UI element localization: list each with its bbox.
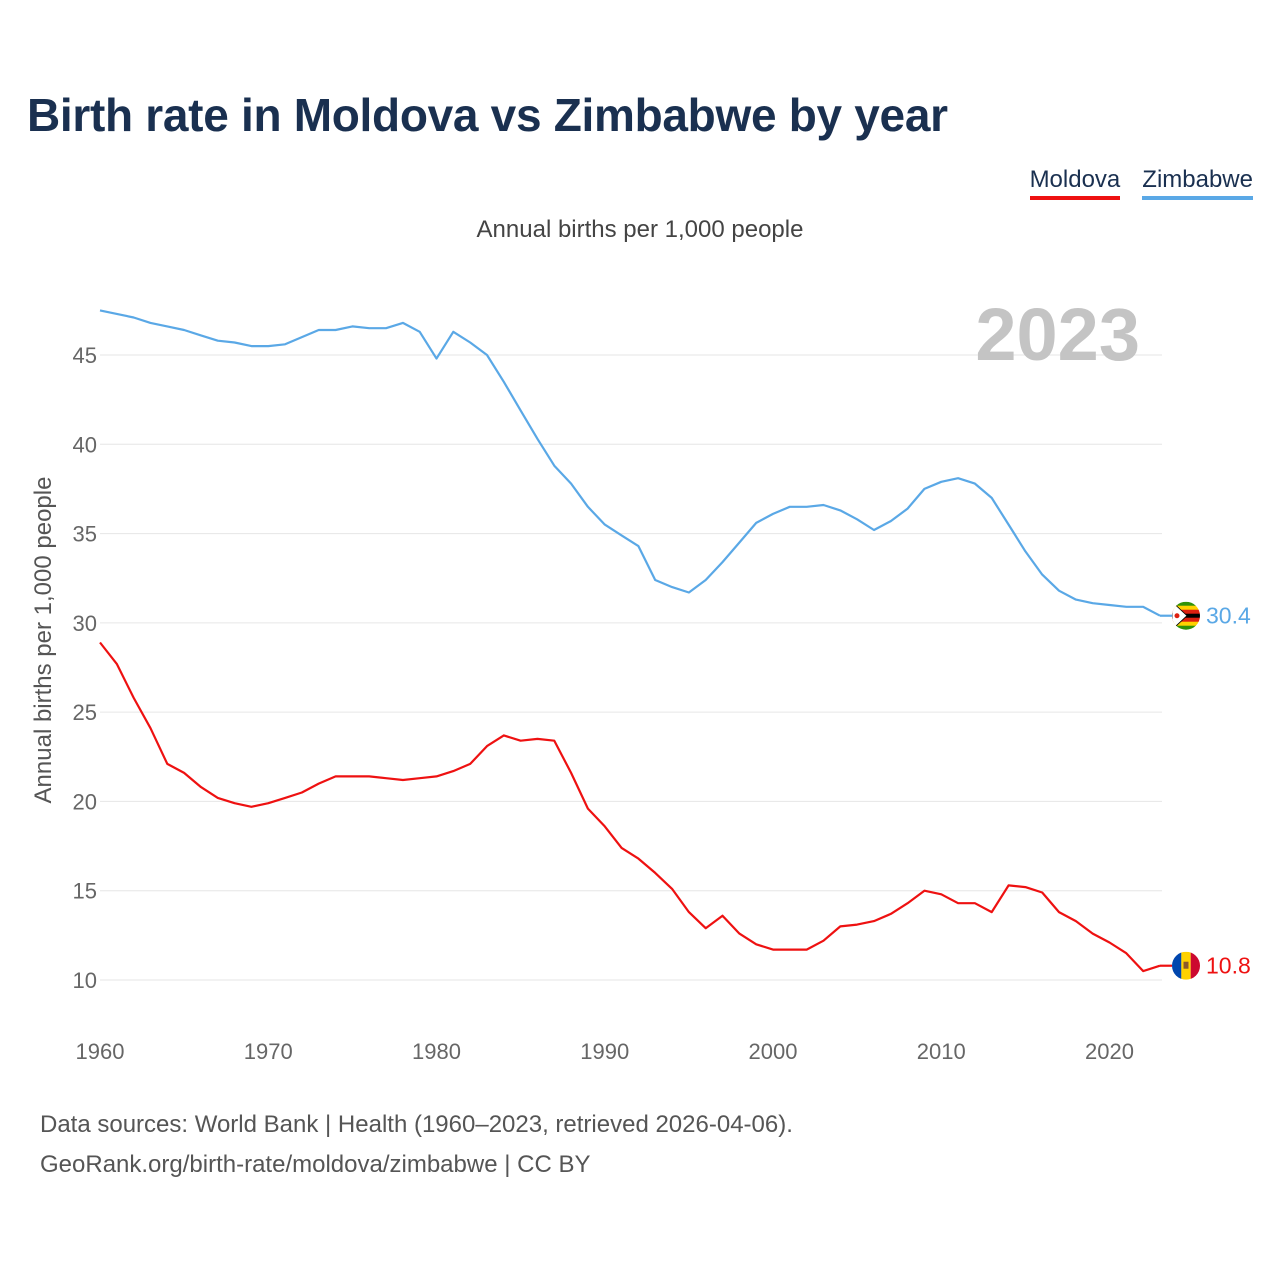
x-tick-label: 1990 [580,1039,629,1064]
year-watermark: 2023 [975,293,1140,376]
y-tick-label: 10 [73,968,97,993]
y-tick-label: 20 [73,789,97,814]
legend-item-zimbabwe[interactable]: Zimbabwe [1142,166,1253,200]
y-tick-label: 25 [73,700,97,725]
x-tick-label: 2020 [1085,1039,1134,1064]
x-tick-label: 2000 [749,1039,798,1064]
x-tick-label: 2010 [917,1039,966,1064]
source-url: GeoRank.org/birth-rate/moldova/zimbabwe … [40,1151,591,1178]
data-source-note: Data sources: World Bank | Health (1960–… [40,1111,793,1138]
end-value-moldova: 10.8 [1206,953,1251,979]
x-tick-label: 1970 [244,1039,293,1064]
zimbabwe-flag-icon [1172,601,1200,630]
y-tick-label: 40 [73,432,97,457]
series-line-zimbabwe [99,309,1161,617]
y-tick-label: 30 [73,611,97,636]
chart-title: Birth rate in Moldova vs Zimbabwe by yea… [27,89,948,141]
legend: Moldova Zimbabwe [1029,166,1253,200]
x-tick-label: 1980 [412,1039,461,1064]
end-value-zimbabwe: 30.4 [1206,603,1251,629]
y-tick-label: 45 [73,343,97,368]
y-tick-label: 15 [73,879,97,904]
footer: Data sources: World Bank | Health (1960–… [40,1105,793,1185]
series-line-moldova [99,641,1161,973]
moldova-flag-icon [1172,951,1200,980]
y-tick-label: 35 [73,522,97,547]
x-tick-label: 1960 [76,1039,125,1064]
chart-subtitle: Annual births per 1,000 people [476,216,804,243]
y-axis-label: Annual births per 1,000 people [30,477,57,804]
legend-item-moldova[interactable]: Moldova [1029,166,1121,200]
